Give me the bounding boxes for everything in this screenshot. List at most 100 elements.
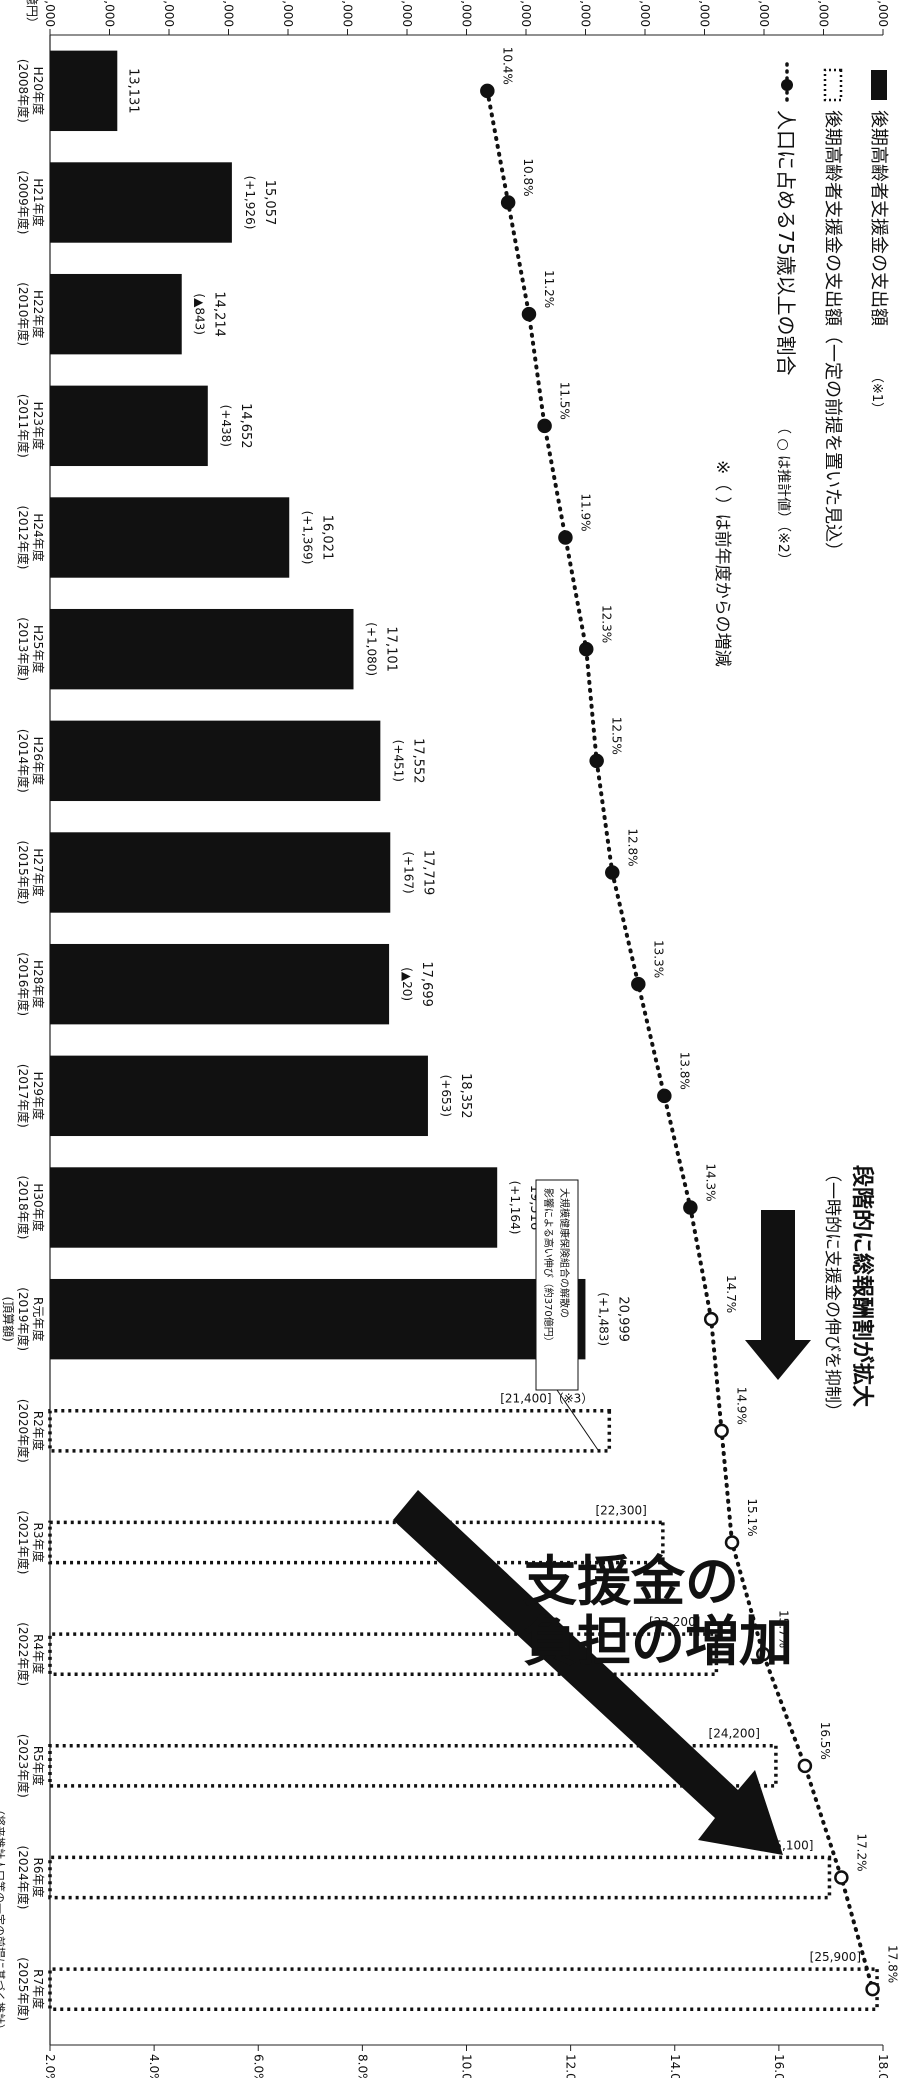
actual-bar-change-label: (+1,483) — [596, 1292, 610, 1346]
ratio-line — [485, 88, 875, 1992]
ratio-point-label: 16.5% — [818, 1722, 832, 1760]
category-label: H30年度 — [31, 1183, 46, 1231]
category-label: (2023年度) — [16, 1734, 31, 1798]
category-label: R7年度 — [31, 1969, 46, 2009]
category-label: H21年度 — [31, 178, 46, 226]
ratio-point — [500, 195, 516, 210]
actual-bar-value-label: 13,131 — [125, 68, 140, 114]
callout-leader — [556, 1389, 599, 1451]
actual-bar — [50, 1278, 586, 1360]
ratio-point-label: 17.8% — [886, 1945, 900, 1983]
actual-bar — [50, 385, 208, 467]
actual-bar — [49, 50, 118, 132]
ratio-point-label: 12.3% — [599, 605, 613, 643]
actual-bar-change-label: (+653) — [439, 1075, 453, 1117]
chart-subtitle: （一時的に支援金の伸びを抑制） — [822, 1165, 842, 1420]
ratio-point-label: 15.7% — [776, 1610, 790, 1648]
category-label: (2015年度) — [16, 841, 31, 905]
left-axis-tick-label: 26,000 — [876, 0, 890, 27]
category-label: R6年度 — [31, 1858, 46, 1898]
projected-bar-value-label: [25,900] — [810, 1950, 861, 1964]
actual-bar — [50, 720, 381, 802]
actual-bar-value-label: 20,999 — [615, 1296, 630, 1342]
projected-bar — [48, 1632, 719, 1677]
projected-bar-value-label: [23,200] — [649, 1615, 700, 1629]
ratio-point-label: 10.4% — [500, 47, 514, 85]
actual-bar-value-label: 17,552 — [410, 738, 425, 784]
category-label: H22年度 — [31, 290, 46, 338]
ratio-point — [589, 753, 604, 769]
actual-bar-change-label: (▲843) — [193, 293, 207, 335]
left-axis-unit: （億円） — [25, 0, 39, 29]
projected-bar-value-label: [21,400]（※3） — [500, 1392, 593, 1406]
callout-line-1: 大規模健康保険組合の解散の — [558, 1188, 571, 1318]
category-label: (2019年度) — [16, 1287, 31, 1351]
left-axis-tick-label: 20,000 — [519, 0, 533, 27]
ratio-point-label: 17.2% — [854, 1833, 868, 1871]
actual-bar-value-label: 15,057 — [262, 180, 277, 226]
legend-dotted-swatch — [823, 68, 843, 102]
ratio-point-label: 14.7% — [724, 1275, 738, 1313]
right-axis-tick-label: 14.0% — [668, 2054, 682, 2078]
left-axis-tick-label: 12,000 — [43, 0, 57, 27]
ratio-point — [558, 530, 573, 545]
category-label: H20年度 — [31, 67, 46, 115]
ratio-point-estimated — [834, 1870, 849, 1885]
ratio-point-label: 15.1% — [745, 1498, 759, 1536]
category-label: H28年度 — [31, 960, 46, 1008]
right-axis-tick-label: 4.0% — [147, 2054, 161, 2078]
annotation-big-line-2: 負担の増加 — [523, 1610, 793, 1673]
ratio-point — [578, 641, 594, 657]
category-label: (2010年度) — [16, 282, 31, 346]
chart-title: 段階的に総報酬割が拡大 — [849, 1165, 875, 1407]
category-label: (2011年度) — [16, 394, 31, 458]
ratio-point-estimated — [756, 1646, 771, 1662]
category-label: (2009年度) — [16, 171, 31, 235]
left-axis-tick-label: 21,000 — [579, 0, 593, 27]
right-axis-tick-label: 16.0% — [772, 2054, 786, 2078]
trend-arrow-big — [393, 1490, 783, 1855]
category-label: (2020年度) — [16, 1399, 31, 1463]
right-axis-tick-label: 6.0% — [251, 2054, 265, 2078]
category-label: R4年度 — [31, 1634, 46, 1674]
left-axis-tick-label: 16,000 — [281, 0, 295, 27]
actual-bar — [49, 162, 232, 243]
actual-bar-value-label: 14,214 — [212, 291, 227, 337]
category-label: H25年度 — [31, 625, 46, 673]
ratio-point-label: 13.3% — [651, 940, 665, 978]
ratio-point-estimated — [797, 1758, 813, 1774]
actual-bar — [50, 1055, 428, 1137]
category-label: (2012年度) — [16, 506, 31, 570]
ratio-point — [631, 976, 646, 992]
category-label: R2年度 — [31, 1411, 46, 1451]
right-axis-tick-label: 12.0% — [564, 2054, 578, 2078]
category-label: H24年度 — [31, 513, 46, 561]
legend-solid-swatch — [871, 70, 887, 100]
ratio-point-label: 12.5% — [610, 717, 624, 755]
actual-bar — [50, 497, 290, 578]
projected-bar-value-label: [22,300] — [595, 1503, 646, 1517]
right-axis-tick-label: 18.0% — [876, 2054, 890, 2078]
category-label: (2021年度) — [16, 1511, 31, 1575]
legend-note: （※1） — [869, 370, 884, 415]
category-label: H29年度 — [31, 1072, 46, 1120]
category-label: (2022年度) — [16, 1622, 31, 1686]
left-axis-tick-label: 24,000 — [757, 0, 771, 27]
ratio-point-estimated — [703, 1311, 719, 1327]
actual-bar-value-label: 16,021 — [319, 515, 334, 561]
ratio-point — [683, 1200, 698, 1215]
ratio-point-label: 13.8% — [677, 1052, 691, 1090]
category-label: R元年度 — [31, 1297, 46, 1341]
category-label: (2018年度) — [16, 1176, 31, 1240]
ratio-point-label: 11.9% — [578, 493, 592, 531]
right-axis-tick-label: 10.0% — [460, 2054, 474, 2078]
ratio-point-estimated — [865, 1981, 880, 1997]
actual-bar-value-label: 17,719 — [420, 850, 435, 896]
ratio-point-estimated — [724, 1535, 740, 1550]
projected-bar-value-label: [24,200] — [709, 1727, 760, 1741]
actual-bar — [50, 1167, 498, 1248]
ratio-point — [521, 306, 537, 322]
ratio-point — [480, 83, 495, 99]
actual-bar-change-label: (+167) — [401, 851, 415, 893]
